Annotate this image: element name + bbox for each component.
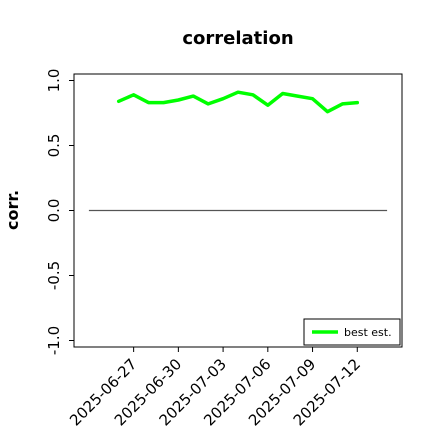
y-tick-label: -0.5 — [45, 261, 63, 290]
y-tick-label: 0.0 — [45, 199, 63, 223]
y-tick-label: 0.5 — [45, 134, 63, 158]
legend-label: best est. — [344, 326, 392, 339]
chart-title: correlation — [182, 28, 293, 49]
y-tick-label: -1.0 — [45, 326, 63, 355]
y-axis-label: corr. — [3, 190, 22, 230]
series-line-best-est — [116, 90, 360, 114]
y-tick-label: 1.0 — [45, 69, 63, 93]
plot-area: -1.0-0.50.00.51.02025-06-272025-06-30202… — [45, 69, 403, 429]
